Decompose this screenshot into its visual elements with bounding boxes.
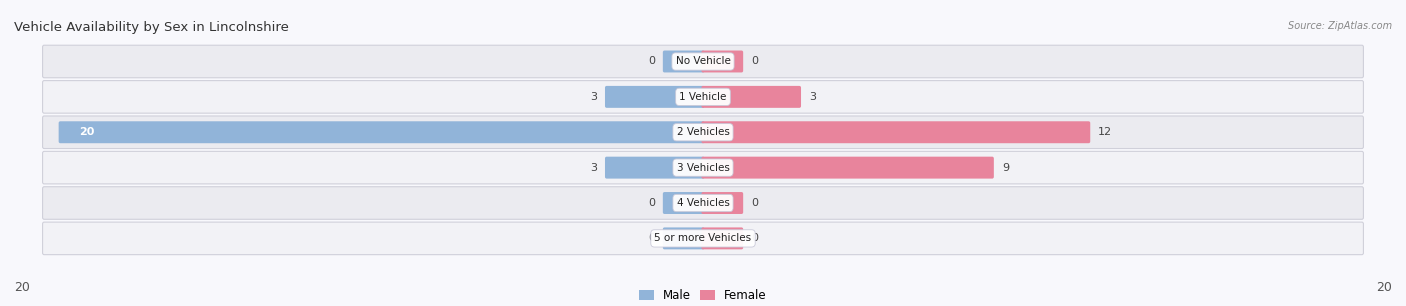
FancyBboxPatch shape <box>702 157 994 179</box>
FancyBboxPatch shape <box>702 227 744 249</box>
Text: Vehicle Availability by Sex in Lincolnshire: Vehicle Availability by Sex in Lincolnsh… <box>14 21 290 34</box>
FancyBboxPatch shape <box>605 86 704 108</box>
FancyBboxPatch shape <box>42 80 1364 113</box>
Text: 3: 3 <box>591 162 598 173</box>
Text: 1 Vehicle: 1 Vehicle <box>679 92 727 102</box>
FancyBboxPatch shape <box>702 86 801 108</box>
Text: Source: ZipAtlas.com: Source: ZipAtlas.com <box>1288 21 1392 32</box>
Text: 3 Vehicles: 3 Vehicles <box>676 162 730 173</box>
FancyBboxPatch shape <box>42 151 1364 184</box>
FancyBboxPatch shape <box>702 192 744 214</box>
FancyBboxPatch shape <box>605 157 704 179</box>
Text: 0: 0 <box>648 233 655 243</box>
Text: 5 or more Vehicles: 5 or more Vehicles <box>654 233 752 243</box>
FancyBboxPatch shape <box>662 227 704 249</box>
FancyBboxPatch shape <box>59 121 704 143</box>
Text: 0: 0 <box>751 57 758 66</box>
Text: 20: 20 <box>80 127 96 137</box>
Text: 0: 0 <box>751 198 758 208</box>
FancyBboxPatch shape <box>702 50 744 73</box>
Text: 3: 3 <box>591 92 598 102</box>
Text: 9: 9 <box>1002 162 1010 173</box>
Text: 3: 3 <box>808 92 815 102</box>
FancyBboxPatch shape <box>42 45 1364 78</box>
Text: 20: 20 <box>1376 281 1392 294</box>
Text: 12: 12 <box>1098 127 1112 137</box>
Text: 4 Vehicles: 4 Vehicles <box>676 198 730 208</box>
Text: 0: 0 <box>648 198 655 208</box>
FancyBboxPatch shape <box>42 187 1364 219</box>
FancyBboxPatch shape <box>662 50 704 73</box>
Text: 0: 0 <box>648 57 655 66</box>
Text: No Vehicle: No Vehicle <box>675 57 731 66</box>
FancyBboxPatch shape <box>42 116 1364 148</box>
Text: 20: 20 <box>14 281 30 294</box>
Text: 0: 0 <box>751 233 758 243</box>
FancyBboxPatch shape <box>702 121 1090 143</box>
Text: 2 Vehicles: 2 Vehicles <box>676 127 730 137</box>
FancyBboxPatch shape <box>42 222 1364 255</box>
Legend: Male, Female: Male, Female <box>634 285 772 306</box>
FancyBboxPatch shape <box>662 192 704 214</box>
